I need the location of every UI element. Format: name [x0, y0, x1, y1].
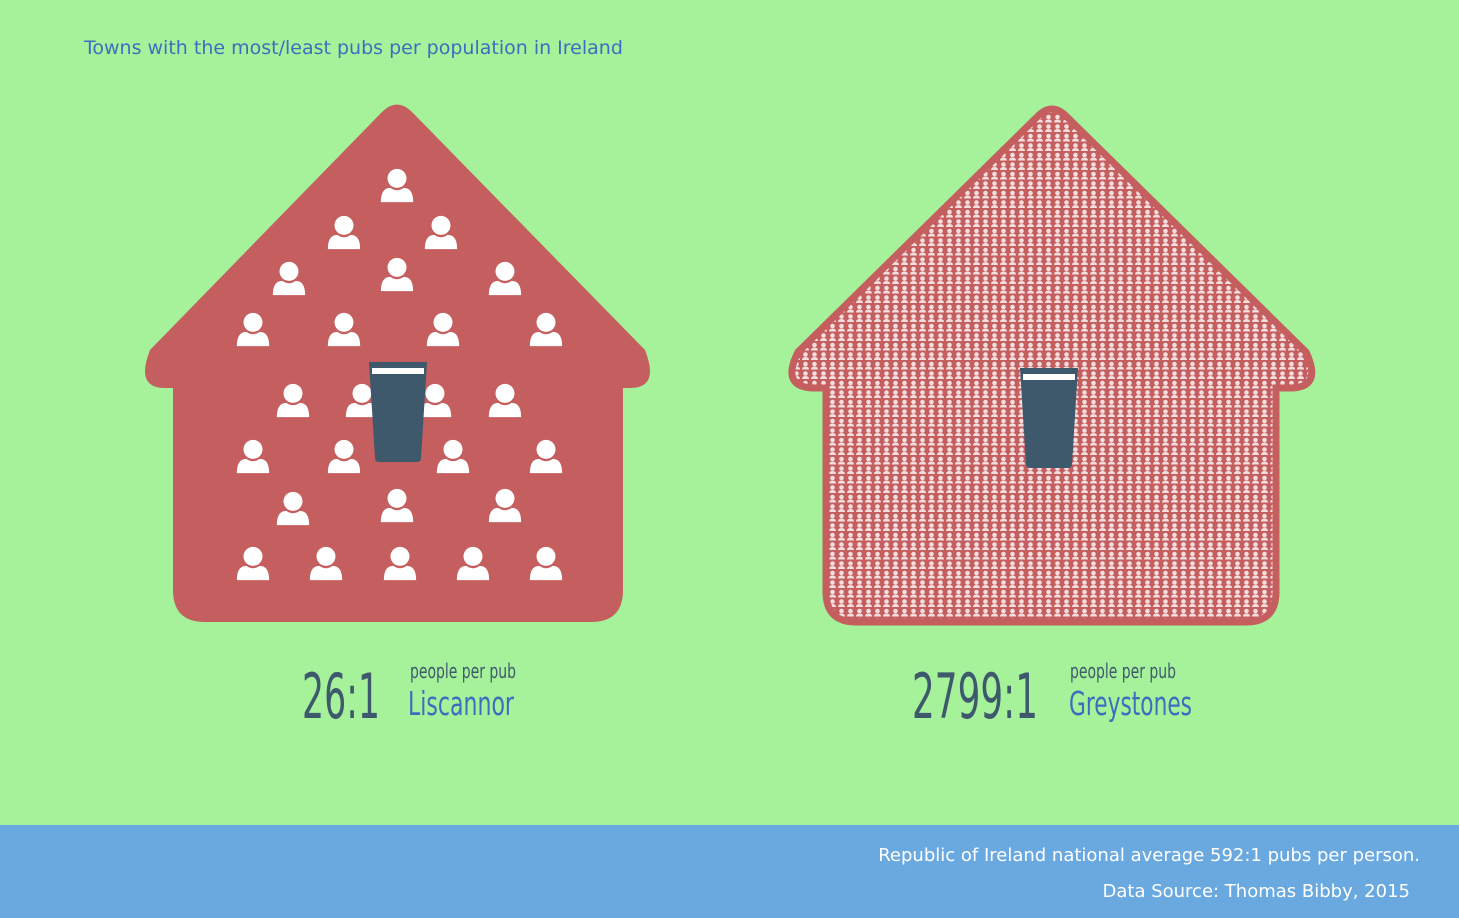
footer-band	[0, 825, 1459, 918]
pint-glass	[1020, 368, 1078, 468]
pint-glass	[369, 362, 427, 462]
footer-source: Data Source: Thomas Bibby, 2015	[1103, 881, 1411, 902]
title: Towns with the most/least pubs per popul…	[83, 37, 623, 59]
house-right	[788, 105, 1316, 626]
town-name: Greystones	[1069, 684, 1192, 723]
ratio: 2799:1	[912, 660, 1038, 733]
ratio-unit: people per pub	[1070, 659, 1176, 683]
footer-note: Republic of Ireland national average 592…	[878, 845, 1420, 866]
town-name: Liscannor	[408, 684, 514, 723]
ratio: 26:1	[302, 660, 380, 733]
ratio-unit: people per pub	[410, 659, 516, 683]
